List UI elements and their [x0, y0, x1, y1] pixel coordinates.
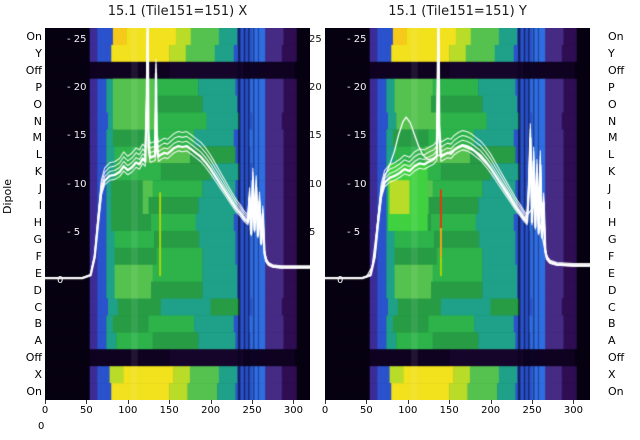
x-tick-label: 300 [563, 405, 583, 416]
row-label: E [35, 266, 42, 280]
x-tick-label: 150 [439, 405, 459, 416]
x-tick-label: 0 [41, 405, 49, 416]
x-tick-mark [325, 400, 326, 404]
heatmap-canvas-right [325, 28, 590, 400]
x-tick-label: 200 [201, 405, 221, 416]
row-label: N [33, 114, 42, 128]
row-label: G [608, 232, 617, 246]
row-label: D [33, 283, 42, 297]
x-tick-mark [252, 400, 254, 404]
row-label: M [608, 131, 618, 145]
row-label: O [608, 97, 617, 111]
row-label: K [608, 165, 616, 179]
inner-y-tick-label: - 25 [347, 34, 367, 45]
row-label: Y [35, 46, 42, 60]
panel-title-right: 15.1 (Tile151=151) Y [388, 4, 527, 19]
inner-y-tick-label: - 10 [67, 178, 87, 190]
row-label: Y [608, 46, 615, 60]
panel-title-left: 15.1 (Tile151=151) X [107, 4, 248, 19]
x-tick-mark [293, 400, 295, 404]
row-label: M [32, 131, 43, 145]
inner-y-tick-label: - 5 [347, 226, 361, 238]
x-tick-label: 250 [522, 405, 542, 416]
row-label: L [608, 148, 615, 162]
x-tick-mark [86, 400, 88, 404]
inner-y-tick-label: - 15 [347, 130, 367, 142]
inner-y-tick-label: 0 [337, 275, 344, 286]
row-label: X [34, 368, 42, 382]
inner-y-tick-label: - 10 [347, 178, 367, 190]
row-label: K [34, 165, 42, 179]
row-label: Off [25, 351, 42, 365]
inner-y-tick-label: - 25 [67, 34, 87, 45]
x-tick-label: 100 [398, 405, 418, 416]
corner-zero-label: 0 [38, 421, 45, 432]
x-tick-label: 150 [159, 405, 179, 416]
x-tick-mark [169, 400, 171, 404]
row-label: I [38, 199, 42, 213]
row-label: P [35, 80, 42, 94]
row-label: B [34, 317, 42, 331]
gap-y-tick-label: 25 [309, 34, 322, 45]
row-label: On [26, 30, 42, 43]
row-label: L [35, 148, 42, 162]
row-label: J [608, 182, 612, 196]
inner-y-tick-label: 0 [57, 275, 64, 286]
x-tick-mark [532, 400, 534, 404]
row-label: H [608, 216, 617, 229]
x-tick-mark [127, 400, 129, 404]
x-tick-label: 50 [360, 405, 373, 416]
inner-y-tick-label: - 5 [67, 226, 81, 238]
x-tick-label: 0 [321, 405, 329, 416]
row-label: O [33, 97, 42, 111]
row-label: E [608, 266, 615, 280]
x-tick-mark [449, 400, 451, 404]
x-tick-label: 300 [283, 405, 303, 416]
inner-y-tick-label: - 15 [67, 130, 87, 142]
row-label: D [608, 283, 617, 297]
heatmap-panel-right [325, 28, 590, 400]
row-label: H [33, 216, 42, 229]
row-label: F [608, 249, 615, 263]
row-label: C [608, 300, 616, 314]
x-tick-mark [490, 400, 492, 404]
heatmap-canvas-left [45, 28, 310, 400]
x-tick-mark [407, 400, 409, 404]
gap-y-tick-label: 5 [309, 226, 316, 238]
x-tick-label: 200 [481, 405, 501, 416]
x-tick-label: 50 [80, 405, 93, 416]
row-label: Off [608, 351, 625, 365]
heatmap-panel-left [45, 28, 310, 400]
inner-y-tick-label: - 20 [67, 82, 87, 94]
row-label: On [608, 30, 624, 43]
row-label: F [35, 249, 42, 263]
row-label: I [608, 199, 612, 213]
inner-y-tick-label: - 20 [347, 82, 367, 94]
x-tick-label: 100 [118, 405, 138, 416]
x-tick-mark [573, 400, 575, 404]
row-label: On [26, 385, 42, 399]
row-label: Off [608, 63, 625, 77]
row-label: G [33, 232, 42, 246]
gap-y-tick-label: 15 [309, 130, 322, 142]
x-tick-mark [210, 400, 212, 404]
row-label: C [34, 300, 42, 314]
row-label: A [608, 334, 616, 348]
row-label: A [34, 334, 42, 348]
row-label: J [38, 182, 42, 196]
gap-y-tick-label: 10 [309, 178, 322, 190]
row-label: On [608, 385, 624, 399]
row-label: Off [25, 63, 42, 77]
row-label: X [608, 368, 616, 382]
row-label: N [608, 114, 617, 128]
row-label: B [608, 317, 616, 331]
gap-y-tick-label: 20 [309, 82, 322, 94]
x-tick-label: 250 [242, 405, 262, 416]
x-tick-mark [45, 400, 46, 404]
row-label: P [608, 80, 615, 94]
x-tick-mark [366, 400, 368, 404]
